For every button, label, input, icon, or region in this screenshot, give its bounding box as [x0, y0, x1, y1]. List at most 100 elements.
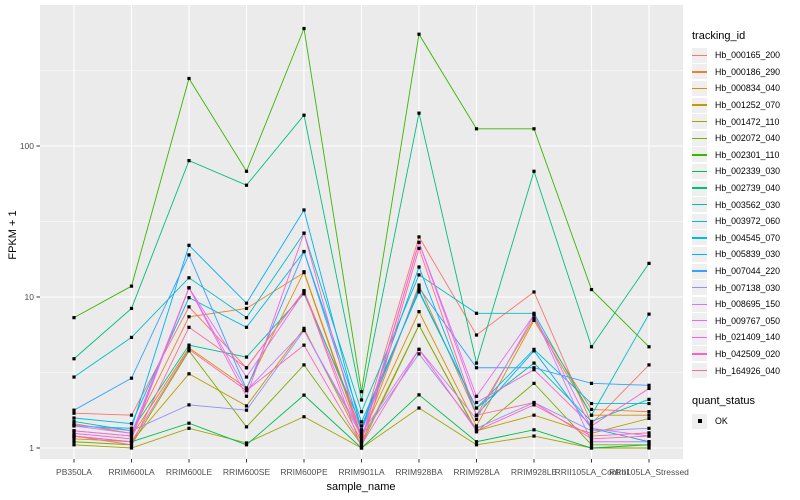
data-point-Hb_001472_110 — [302, 415, 306, 419]
data-point-Hb_164926_040 — [244, 366, 249, 370]
data-point-Hb_164926_040 — [647, 434, 651, 438]
data-point-Hb_000186_290 — [417, 283, 421, 287]
legend-item-Hb_042509_020: Hb_042509_020 — [690, 346, 798, 363]
data-point-Hb_003972_060 — [244, 316, 249, 320]
data-point-Hb_007138_030 — [244, 408, 249, 412]
data-point-Hb_002339_030 — [187, 421, 191, 425]
black-square-point-icon — [697, 419, 702, 424]
data-point-Hb_042509_020 — [474, 429, 479, 433]
data-point-Hb_007138_030 — [474, 426, 479, 430]
data-point-Hb_002739_040 — [72, 357, 76, 361]
x-tick-label-RRIM928LE: RRIM928LE — [511, 467, 558, 477]
legend-key-line — [692, 286, 707, 289]
legend-label: Hb_007044_220 — [715, 266, 781, 277]
data-point-Hb_007044_220 — [474, 366, 479, 370]
data-point-Hb_000186_290 — [187, 315, 191, 319]
legend-key-Hb_003972_060 — [692, 213, 707, 229]
legend-key-Hb_007044_220 — [692, 263, 707, 279]
data-point-Hb_005839_030 — [187, 243, 191, 247]
y-tick-label: 1 — [29, 443, 34, 453]
data-point-Hb_042509_020 — [359, 443, 364, 447]
legend-item-Hb_003562_030: Hb_003562_030 — [690, 196, 798, 213]
data-point-Hb_003972_060 — [359, 410, 364, 414]
legend-key-line — [692, 104, 707, 106]
data-point-Hb_001472_110 — [244, 441, 249, 445]
x-tick-label-RRIM928LA: RRIM928LA — [453, 467, 500, 477]
legend-key-line — [692, 87, 707, 90]
legend-key-line — [692, 220, 707, 222]
data-point-Hb_000186_290 — [647, 410, 651, 414]
legend-key-Hb_001472_110 — [692, 114, 707, 130]
data-point-Hb_007044_220 — [129, 376, 134, 380]
legend-key-quant — [692, 413, 707, 429]
legend-key-line — [692, 270, 707, 272]
data-point-Hb_007044_220 — [417, 286, 421, 290]
legend-key-Hb_000834_040 — [692, 80, 707, 96]
data-point-Hb_003972_060 — [647, 312, 651, 316]
data-point-Hb_002072_040 — [302, 363, 306, 367]
legend-key-Hb_003562_030 — [692, 197, 707, 213]
data-point-Hb_002072_040 — [417, 323, 421, 327]
data-point-Hb_001252_070 — [589, 431, 594, 435]
x-tick-label-RRII105LA_Control: RRII105LA_Control — [555, 467, 629, 477]
legend-label: Hb_000834_040 — [715, 83, 781, 94]
data-point-Hb_003972_060 — [129, 335, 134, 340]
data-point-Hb_042509_020 — [302, 343, 306, 347]
data-point-Hb_007138_030 — [647, 426, 651, 430]
legend-key-Hb_164926_040 — [692, 363, 707, 379]
data-point-Hb_002339_030 — [589, 446, 594, 450]
data-point-Hb_164926_040 — [474, 413, 479, 417]
data-point-Hb_021409_140 — [417, 240, 421, 244]
data-point-Hb_164926_040 — [302, 289, 306, 293]
legend-key-Hb_002072_040 — [692, 130, 707, 146]
data-point-Hb_004545_070 — [244, 325, 249, 329]
legend-label: Hb_007138_030 — [715, 282, 781, 293]
data-point-Hb_002301_110 — [302, 26, 306, 31]
data-point-Hb_002301_110 — [72, 316, 76, 320]
legend-item-Hb_164926_040: Hb_164926_040 — [690, 362, 798, 379]
legend-items-quant-status: OK — [690, 413, 798, 430]
legend-key-line — [692, 203, 707, 206]
legend-title-quant-status: quant_status — [692, 394, 755, 407]
legend-item-quant-OK: OK — [690, 413, 798, 430]
data-point-Hb_001252_070 — [647, 416, 651, 421]
data-point-Hb_000834_040 — [302, 270, 306, 274]
data-point-Hb_005839_030 — [244, 301, 249, 305]
legend-key-Hb_005839_030 — [692, 246, 707, 262]
y-tick-label: 10 — [25, 292, 35, 302]
data-point-Hb_000834_040 — [647, 413, 651, 417]
data-point-Hb_007138_030 — [417, 352, 421, 356]
legend-key-Hb_009767_050 — [692, 313, 707, 329]
data-point-Hb_007044_220 — [532, 366, 536, 370]
data-point-Hb_001472_110 — [72, 443, 76, 447]
legend-item-Hb_001252_070: Hb_001252_070 — [690, 97, 798, 114]
data-point-Hb_002739_040 — [187, 159, 191, 163]
data-point-Hb_005839_030 — [302, 208, 306, 212]
legend-key-Hb_000165_200 — [692, 47, 707, 63]
legend-key-line — [692, 170, 707, 173]
legend-key-Hb_001252_070 — [692, 97, 707, 113]
legend-item-Hb_021409_140: Hb_021409_140 — [690, 329, 798, 346]
x-tick-label-PB350LA: PB350LA — [56, 467, 92, 477]
data-point-Hb_003972_060 — [417, 273, 421, 277]
data-point-Hb_005839_030 — [129, 426, 134, 430]
data-point-Hb_008695_150 — [359, 431, 364, 435]
data-point-Hb_007044_220 — [647, 383, 651, 387]
data-point-Hb_001252_070 — [72, 437, 76, 441]
data-point-Hb_164926_040 — [129, 443, 134, 447]
legend-key-line — [692, 71, 707, 73]
legend-label: Hb_164926_040 — [715, 365, 781, 376]
legend-label: Hb_000165_200 — [715, 50, 781, 61]
legend-item-Hb_005839_030: Hb_005839_030 — [690, 246, 798, 263]
data-point-Hb_004545_070 — [187, 296, 191, 300]
data-point-Hb_007044_220 — [72, 408, 76, 412]
legend-item-Hb_004545_070: Hb_004545_070 — [690, 230, 798, 247]
data-point-Hb_002339_030 — [647, 443, 651, 447]
data-point-Hb_000165_200 — [417, 235, 421, 239]
data-point-Hb_002301_110 — [474, 127, 479, 131]
x-tick-label-RRIM600LE: RRIM600LE — [166, 467, 213, 477]
y-tick-label: 100 — [20, 141, 34, 151]
data-point-Hb_042509_020 — [129, 440, 134, 444]
legend-key-line — [692, 353, 707, 355]
